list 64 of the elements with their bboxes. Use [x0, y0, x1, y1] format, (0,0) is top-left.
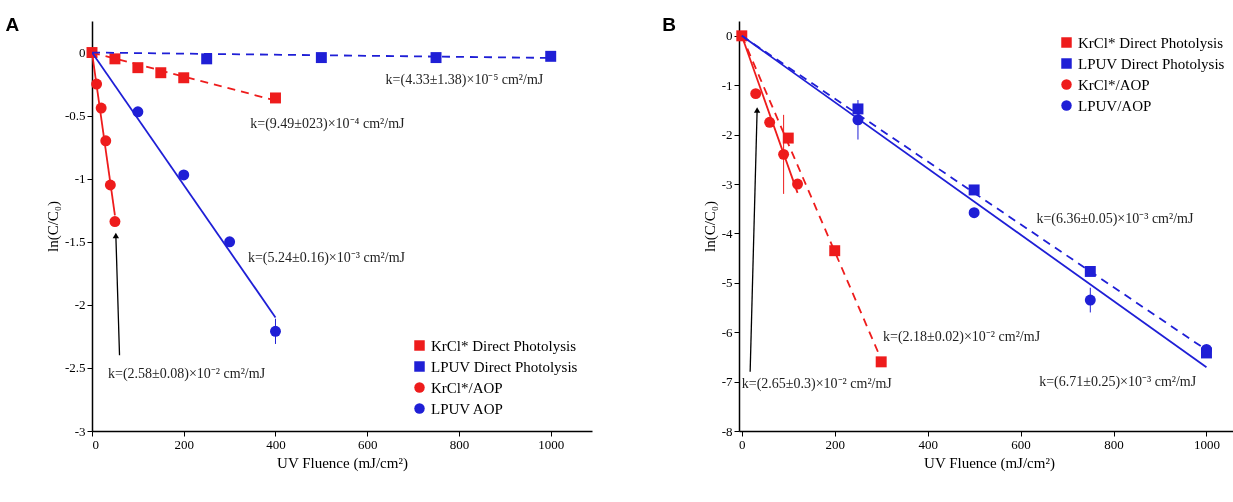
annotation: k=(5.24±0.16)×10⁻³ cm²/mJ [247, 250, 406, 267]
point [109, 216, 121, 228]
x-tick-label: 800 [1104, 436, 1124, 452]
y-tick-label: -1 [74, 171, 86, 187]
y-tick-label: 0 [79, 45, 86, 61]
y-tick-label: -7 [721, 374, 733, 390]
x-axis-title: UV Fluence (mJ/cm²) [277, 454, 408, 472]
x-axis-title: UV Fluence (mJ/cm²) [924, 454, 1055, 472]
y-tick-label: -3 [721, 176, 733, 192]
y-axis-title: ln(C/C₀) [44, 200, 62, 253]
x-tick-label: 1000 [538, 436, 565, 452]
point [1084, 265, 1096, 277]
y-tick-label: -1 [721, 77, 733, 93]
y-tick-label: 0 [726, 28, 733, 44]
legend-label: LPUV Direct Photolysis [431, 358, 578, 375]
point [875, 356, 887, 368]
annotation: k=(2.65±0.3)×10⁻² cm²/mJ [741, 376, 893, 393]
annotation: k=(9.49±023)×10⁻⁴ cm²/mJ [250, 116, 406, 133]
legend-label: LPUV Direct Photolysis [1078, 55, 1225, 72]
legend-label: KrCl*/AOP [1078, 76, 1150, 93]
chart-title: A [5, 14, 20, 35]
annotation: k=(6.71±0.25)×10⁻³ cm²/mJ [1039, 373, 1197, 390]
point [270, 92, 281, 104]
point [968, 184, 980, 196]
legend-label: LPUV/AOP [1078, 97, 1152, 114]
point [968, 207, 980, 219]
y-tick-label: -6 [721, 324, 733, 340]
annotation: k=(4.33±1.38)×10⁻⁵ cm²/mJ [385, 72, 544, 89]
x-tick-label: 800 [449, 436, 470, 452]
legend-label: LPUV AOP [431, 400, 503, 417]
y-axis-title: ln(C/C₀) [701, 200, 719, 253]
annotation: k=(6.36±0.05)×10⁻³ cm²/mJ [1036, 210, 1194, 227]
x-tick-label: 600 [357, 436, 378, 452]
point [224, 236, 236, 248]
x-tick-label: 400 [266, 436, 286, 452]
y-tick-label: -2 [721, 127, 733, 143]
point [430, 52, 442, 64]
point [829, 245, 841, 257]
y-tick-label: -1.5 [64, 234, 86, 250]
legend-label: KrCl* Direct Photolysis [431, 337, 577, 354]
point [178, 72, 190, 84]
point [545, 50, 557, 62]
point [178, 169, 190, 181]
point [155, 67, 167, 79]
annotation: k=(2.18±0.02)×10⁻² cm²/mJ [883, 329, 1041, 346]
x-tick-label: 200 [174, 436, 194, 452]
y-tick-label: -5 [721, 275, 733, 291]
legend-label: KrCl* Direct Photolysis [1078, 34, 1224, 51]
y-tick-label: -8 [721, 423, 733, 439]
annotation: k=(2.58±0.08)×10⁻² cm²/mJ [108, 366, 266, 383]
x-tick-label: 1000 [1193, 436, 1220, 452]
y-tick-label: -2.5 [64, 360, 86, 376]
x-tick-label: 400 [918, 436, 938, 452]
x-tick-label: 0 [739, 436, 746, 452]
legend-label: KrCl*/AOP [431, 379, 503, 396]
point [750, 88, 762, 100]
chart-title: B [662, 14, 676, 35]
x-tick-label: 600 [1011, 436, 1031, 452]
x-tick-label: 0 [92, 436, 99, 452]
x-tick-label: 200 [825, 436, 845, 452]
y-tick-label: -4 [721, 225, 733, 241]
y-tick-label: -0.5 [64, 108, 86, 124]
y-tick-label: -2 [74, 297, 86, 313]
y-tick-label: -3 [74, 423, 86, 439]
